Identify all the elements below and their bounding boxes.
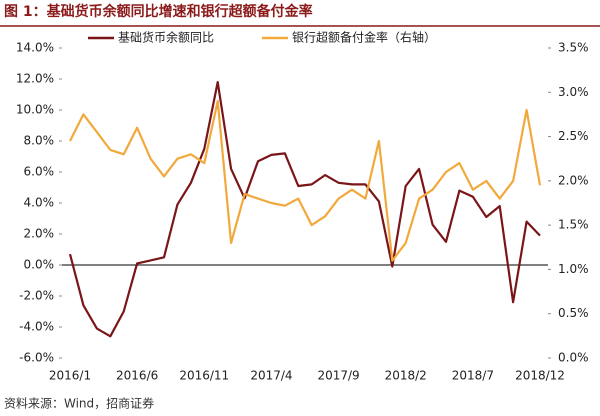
x-tick-label: 2016/1 xyxy=(49,369,91,383)
x-tick-label: 2016/11 xyxy=(179,369,229,383)
x-tick-label: 2017/4 xyxy=(250,369,292,383)
y-tick-label: 10.0% xyxy=(16,103,54,117)
y2-tick-label: 0.0% xyxy=(558,351,589,365)
y-tick-label: 12.0% xyxy=(16,72,54,86)
legend-label: 基础货币余额同比 xyxy=(118,30,214,45)
x-tick-label: 2016/6 xyxy=(116,369,158,383)
y2-tick-label: 0.5% xyxy=(558,306,589,320)
legend-label: 银行超额备付金率（右轴） xyxy=(292,30,436,45)
y-tick-label: 0.0% xyxy=(24,258,55,272)
y-tick-label: 2.0% xyxy=(24,227,55,241)
chart-title: 图 1：基础货币余额同比增速和银行超额备付金率 xyxy=(4,3,313,20)
y-tick-label: 14.0% xyxy=(16,41,54,55)
x-tick-label: 2018/7 xyxy=(452,369,494,383)
y-tick-label: 6.0% xyxy=(24,165,55,179)
y2-tick-label: 1.5% xyxy=(558,218,589,232)
y2-tick-label: 3.0% xyxy=(558,85,589,99)
y2-tick-label: 2.5% xyxy=(558,129,589,143)
y-tick-label: 4.0% xyxy=(24,196,55,210)
y-tick-label: -4.0% xyxy=(19,320,54,334)
y-tick-label: -2.0% xyxy=(19,289,54,303)
x-tick-label: 2018/2 xyxy=(385,369,427,383)
y2-tick-label: 3.5% xyxy=(558,41,589,55)
series-line xyxy=(69,100,542,262)
series-line xyxy=(68,81,541,338)
source-note: 资料来源：Wind，招商证券 xyxy=(4,396,154,411)
y2-tick-label: 2.0% xyxy=(558,173,589,187)
x-tick-label: 2017/9 xyxy=(317,369,359,383)
x-tick-label: 2018/12 xyxy=(515,369,565,383)
y-tick-label: 8.0% xyxy=(24,134,55,148)
y2-tick-label: 1.0% xyxy=(558,262,589,276)
y-tick-label: -6.0% xyxy=(19,351,54,365)
